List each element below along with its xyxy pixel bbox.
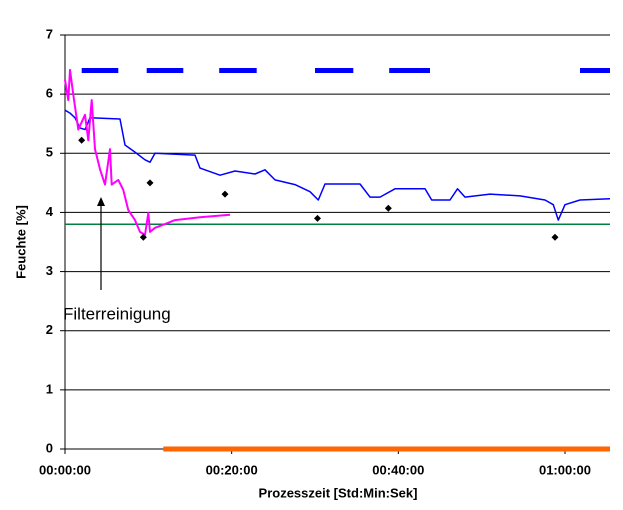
scatter-point	[221, 190, 229, 198]
annotation: Filterreinigung	[63, 304, 171, 323]
x-tick-label: 01:00:00	[539, 462, 591, 477]
y-axis-label: Feuchte [%]	[13, 205, 28, 279]
y-tick-label: 0	[46, 440, 53, 455]
series-line	[64, 68, 231, 236]
x-tick-label: 00:00:00	[39, 462, 91, 477]
y-tick-label: 7	[46, 26, 53, 41]
series-line	[64, 109, 611, 221]
x-tick-label: 00:20:00	[206, 462, 258, 477]
scatter-point	[146, 179, 154, 187]
scatter-point	[551, 233, 559, 241]
y-tick-label: 2	[46, 322, 53, 337]
arrow-head	[97, 197, 105, 206]
y-tick-label: 5	[46, 145, 53, 160]
scatter-point	[139, 233, 147, 241]
x-axis-label: Prozesszeit [Std:Min:Sek]	[259, 485, 418, 500]
y-tick-label: 6	[46, 86, 53, 101]
scatter-point	[78, 136, 86, 144]
y-tick-label: 1	[46, 381, 53, 396]
x-tick-label: 00:40:00	[372, 462, 424, 477]
scatter-point	[314, 214, 321, 222]
scatter-point	[384, 204, 392, 212]
y-tick-label: 4	[46, 204, 54, 219]
y-tick-label: 3	[46, 263, 53, 278]
